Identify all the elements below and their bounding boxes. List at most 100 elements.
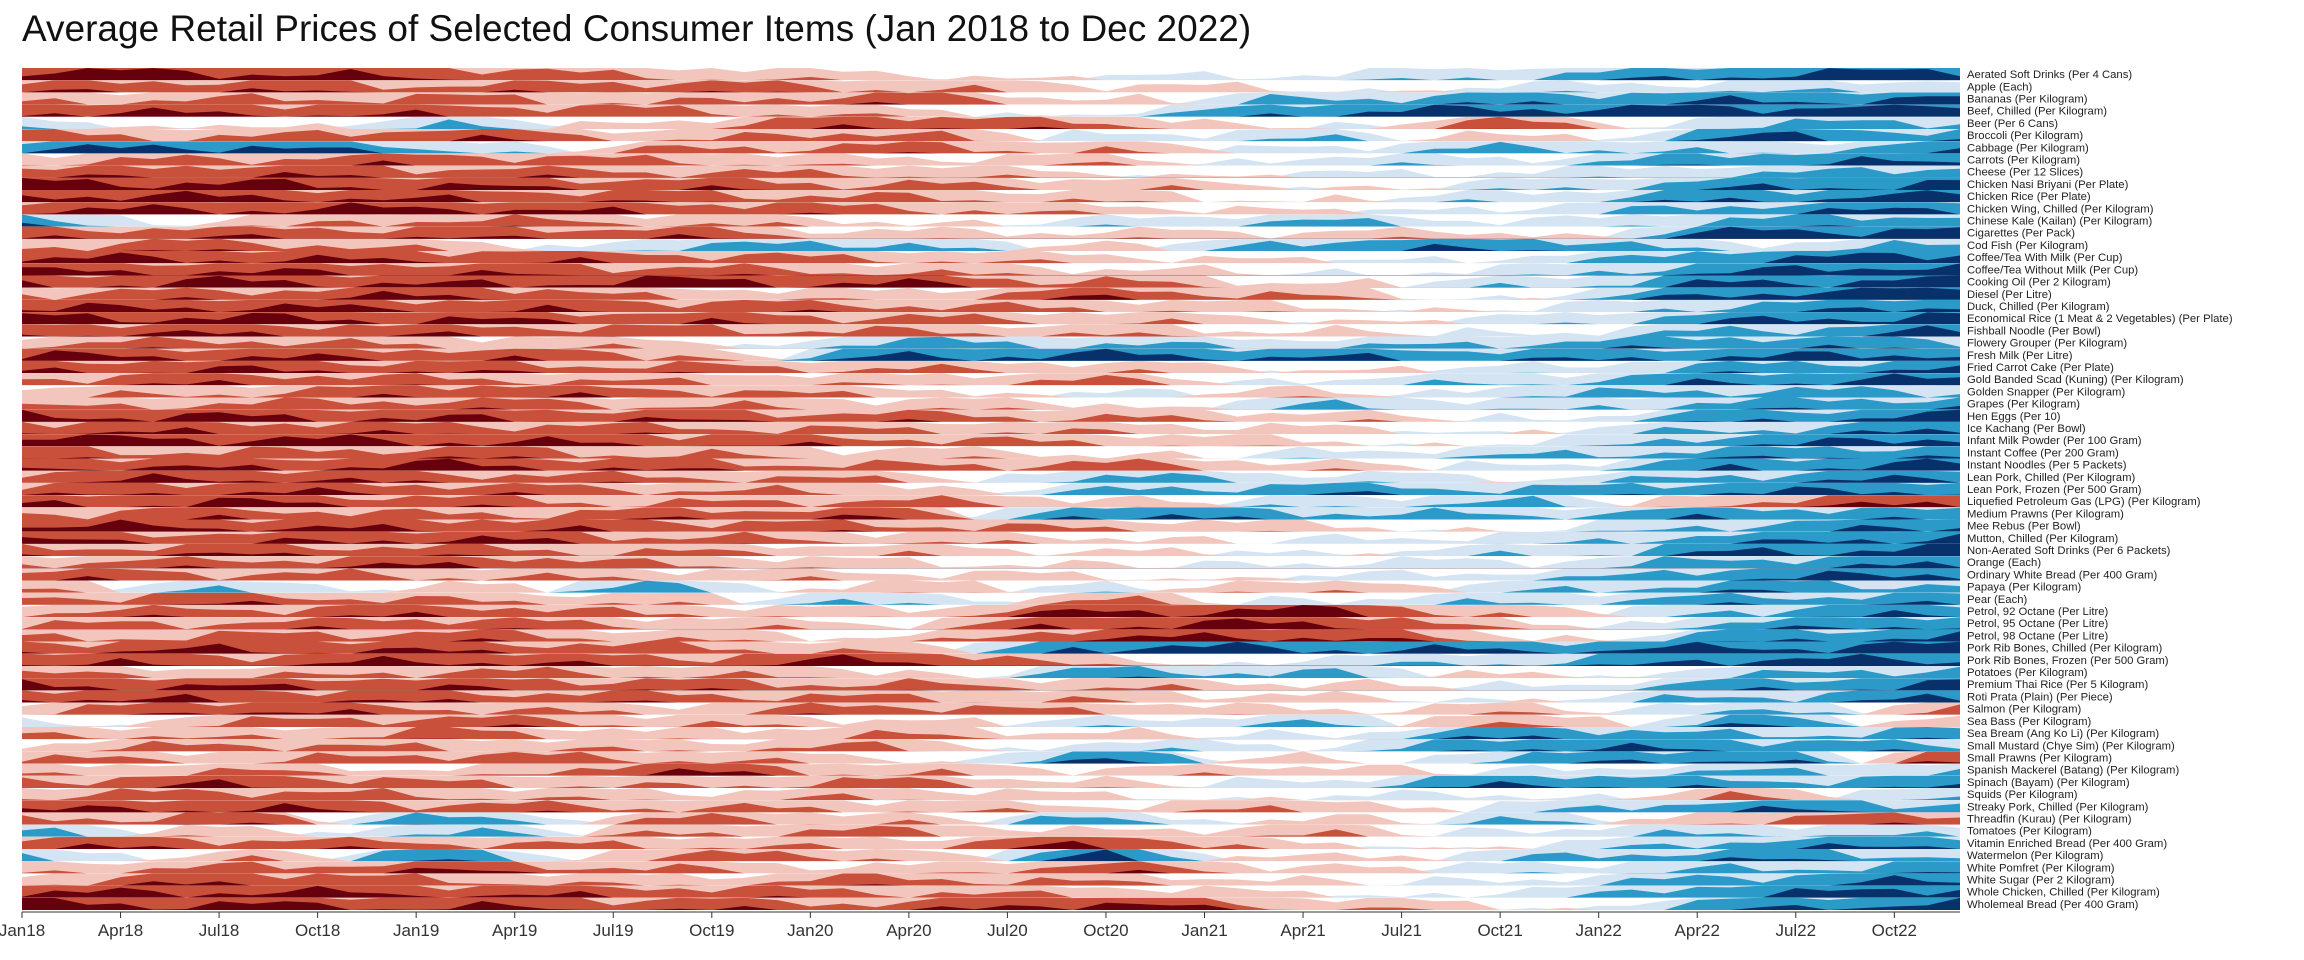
- horizon-band-pos-3: [22, 735, 1960, 740]
- row-label: Vitamin Enriched Bread (Per 400 Gram): [1967, 838, 2167, 850]
- horizon-band-pos-2: [1073, 714, 1862, 727]
- row-label: Ordinary White Bread (Per 400 Gram): [1967, 569, 2157, 581]
- horizon-row: [22, 519, 1960, 532]
- horizon-band-pos-2: [22, 519, 1960, 532]
- horizon-band-pos-2: [22, 629, 1960, 642]
- horizon-band-pos-2: [22, 873, 1960, 886]
- horizon-band-pos-2: [22, 775, 1960, 788]
- horizon-row: [22, 885, 1960, 898]
- horizon-band-neg-1: [22, 568, 1960, 581]
- row-label: Flowery Grouper (Per Kilogram): [1967, 338, 2127, 350]
- row-label: Roti Prata (Plain) (Per Piece): [1967, 691, 2113, 703]
- horizon-row: [22, 129, 1960, 142]
- horizon-band-pos-2: [22, 592, 1960, 605]
- horizon-band-neg-2: [22, 360, 1960, 374]
- row-label: Petrol, 95 Octane (Per Litre): [1967, 618, 2109, 630]
- horizon-band-pos-3: [1697, 723, 1796, 727]
- horizon-band-pos-1: [22, 373, 1960, 386]
- horizon-band-neg-3: [22, 88, 1960, 93]
- horizon-band-pos-2: [22, 153, 1960, 166]
- horizon-band-pos-1: [22, 568, 1960, 581]
- row-label: Chicken Rice (Per Plate): [1967, 191, 2091, 203]
- row-label: Beef, Chilled (Per Kilogram): [1967, 106, 2107, 118]
- horizon-band-neg-2: [22, 373, 1960, 386]
- horizon-band-neg-2: [22, 324, 1203, 337]
- horizon-row: [22, 324, 1960, 337]
- horizon-band-neg-3: [22, 380, 1960, 386]
- horizon-row: [22, 104, 1960, 117]
- horizon-row: [22, 238, 1960, 252]
- horizon-row: [22, 812, 1960, 825]
- horizon-band-pos-2: [22, 495, 1960, 508]
- horizon-band-neg-3: [22, 881, 1960, 886]
- horizon-band-pos-2: [810, 336, 1960, 349]
- horizon-row: [22, 824, 1960, 837]
- horizon-band-pos-3: [22, 95, 1960, 105]
- row-label: Petrol, 92 Octane (Per Litre): [1967, 606, 2109, 618]
- horizon-band-neg-2: [22, 104, 1960, 117]
- horizon-band-neg-3: [22, 519, 1960, 532]
- horizon-row: [22, 165, 1960, 178]
- horizon-row: [22, 214, 1960, 227]
- horizon-band-pos-1: [22, 714, 1862, 727]
- horizon-band-pos-2: [22, 167, 1960, 178]
- row-label: Squids (Per Kilogram): [1967, 789, 2078, 801]
- horizon-row: [22, 678, 1960, 691]
- horizon-band-pos-3: [22, 533, 1960, 544]
- horizon-band-neg-2: [22, 800, 1303, 813]
- horizon-row: [22, 373, 1960, 386]
- row-label: Small Prawns (Per Kilogram): [1967, 752, 2112, 764]
- horizon-band-pos-3: [1795, 843, 1960, 849]
- horizon-row: [22, 287, 1960, 300]
- horizon-row: [22, 543, 1960, 557]
- x-tick-label: Oct19: [689, 921, 734, 940]
- horizon-band-pos-2: [22, 827, 1960, 837]
- row-label: Salmon (Per Kilogram): [1967, 704, 2081, 716]
- row-label: Bananas (Per Kilogram): [1967, 94, 2088, 106]
- horizon-band-neg-2: [25, 702, 1960, 715]
- horizon-row: [22, 299, 1960, 313]
- row-label: Streaky Pork, Chilled (Per Kilogram): [1967, 801, 2149, 813]
- horizon-band-pos-2: [22, 727, 1960, 740]
- horizon-band-neg-2: [22, 519, 1960, 532]
- horizon-band-neg-3: [22, 267, 1960, 276]
- horizon-band-pos-3: [22, 226, 1960, 239]
- horizon-row: [22, 263, 1960, 276]
- horizon-band-neg-2: [22, 653, 1960, 666]
- horizon-band-pos-1: [22, 80, 1960, 93]
- horizon-band-neg-2: [22, 751, 1960, 764]
- horizon-band-pos-3: [1730, 805, 1893, 813]
- horizon-band-neg-1: [22, 775, 1960, 788]
- horizon-band-pos-3: [22, 641, 1960, 654]
- row-label: Watermelon (Per Kilogram): [1967, 850, 2104, 862]
- horizon-band-neg-3: [22, 302, 843, 313]
- horizon-band-pos-1: [22, 116, 1960, 130]
- horizon-band-neg-3: [22, 330, 644, 337]
- horizon-band-neg-2: [22, 92, 1960, 105]
- horizon-band-pos-2: [22, 739, 1960, 752]
- horizon-band-pos-3: [22, 758, 1960, 764]
- row-label: Cigarettes (Per Pack): [1967, 228, 2075, 240]
- row-label: Papaya (Per Kilogram): [1967, 582, 2082, 594]
- horizon-row: [22, 153, 1960, 166]
- horizon-band-neg-3: [22, 885, 1960, 898]
- horizon-band-neg-3: [22, 275, 1960, 288]
- horizon-row: [22, 836, 1960, 849]
- horizon-band-neg-2: [22, 336, 646, 349]
- horizon-band-neg-3: [22, 434, 844, 447]
- horizon-band-pos-1: [22, 275, 1960, 288]
- horizon-band-pos-1: [22, 849, 1960, 862]
- horizon-band-pos-3: [1795, 474, 1960, 483]
- horizon-band-pos-1: [22, 556, 1960, 569]
- horizon-band-pos-2: [1040, 470, 1960, 483]
- horizon-row: [22, 251, 1960, 264]
- horizon-band-neg-3: [22, 779, 1960, 788]
- horizon-band-pos-3: [22, 589, 1960, 593]
- horizon-band-neg-2: [22, 727, 1960, 740]
- horizon-band-neg-1: [22, 141, 1960, 154]
- horizon-band-neg-2: [22, 214, 1960, 227]
- horizon-band-pos-2: [22, 861, 1960, 874]
- horizon-band-pos-2: [22, 617, 1960, 630]
- horizon-row: [22, 470, 1960, 483]
- horizon-band-pos-2: [1270, 446, 1960, 459]
